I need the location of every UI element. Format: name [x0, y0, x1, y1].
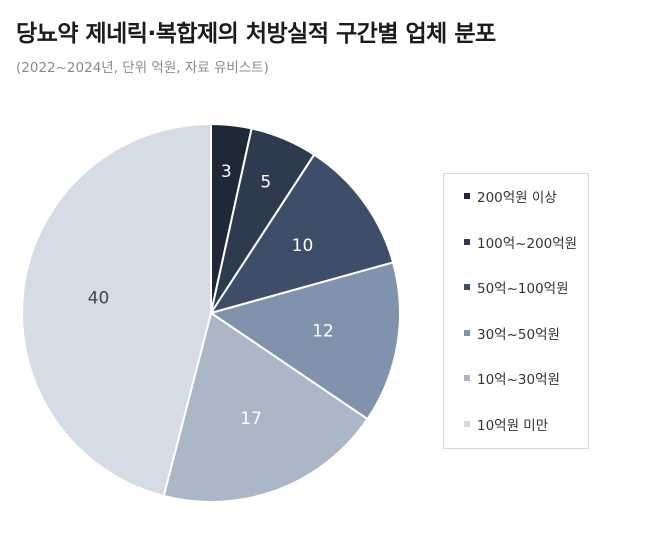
legend-swatch: [464, 284, 470, 290]
legend-label: 30억~50억원: [477, 326, 560, 343]
legend-item: 100억~200억원: [464, 232, 577, 252]
pie-value-label: 12: [312, 321, 334, 341]
legend-label: 10억~30억원: [477, 372, 560, 388]
legend-label: 10억원 미만: [477, 417, 549, 434]
pie-slice: [208, 153, 395, 315]
legend-swatch: [464, 329, 470, 336]
legend-swatch: [464, 420, 470, 427]
chart-legend: 200억원 이상 100억~200억원 50억~100억원 30억~50억원 10억~3…: [443, 173, 589, 449]
legend-item: 50억~100억원: [464, 277, 569, 297]
legend-item: 200억원 이상: [464, 186, 557, 206]
chart-title: 당뇨약 제네릭·복합제의 처방실적 구간별 업체 분포: [16, 21, 496, 47]
legend-item: 30억~50억원: [464, 323, 560, 343]
pie-value-label: 3: [221, 162, 232, 182]
legend-swatch: [464, 375, 470, 381]
pie-slice: [208, 261, 401, 421]
legend-label: 200억원 이상: [477, 190, 557, 206]
legend-label: 50억~100억원: [477, 281, 569, 297]
legend-label: 100억~200억원: [477, 235, 578, 252]
chart-subtitle: (2022~2024년, 단위 억원, 자료 유비스트): [16, 60, 269, 76]
pie-value-label: 5: [260, 172, 271, 192]
pie-slice: [21, 122, 212, 498]
pie-value-label: 10: [292, 236, 314, 256]
legend-swatch: [464, 193, 470, 199]
pie-value-label: 40: [88, 289, 110, 309]
pie-value-label: 17: [240, 409, 262, 429]
pie-slice: [162, 311, 369, 503]
legend-item: 10억~30억원: [464, 368, 560, 388]
legend-item: 10억원 미만: [464, 414, 548, 434]
legend-swatch: [464, 238, 470, 245]
